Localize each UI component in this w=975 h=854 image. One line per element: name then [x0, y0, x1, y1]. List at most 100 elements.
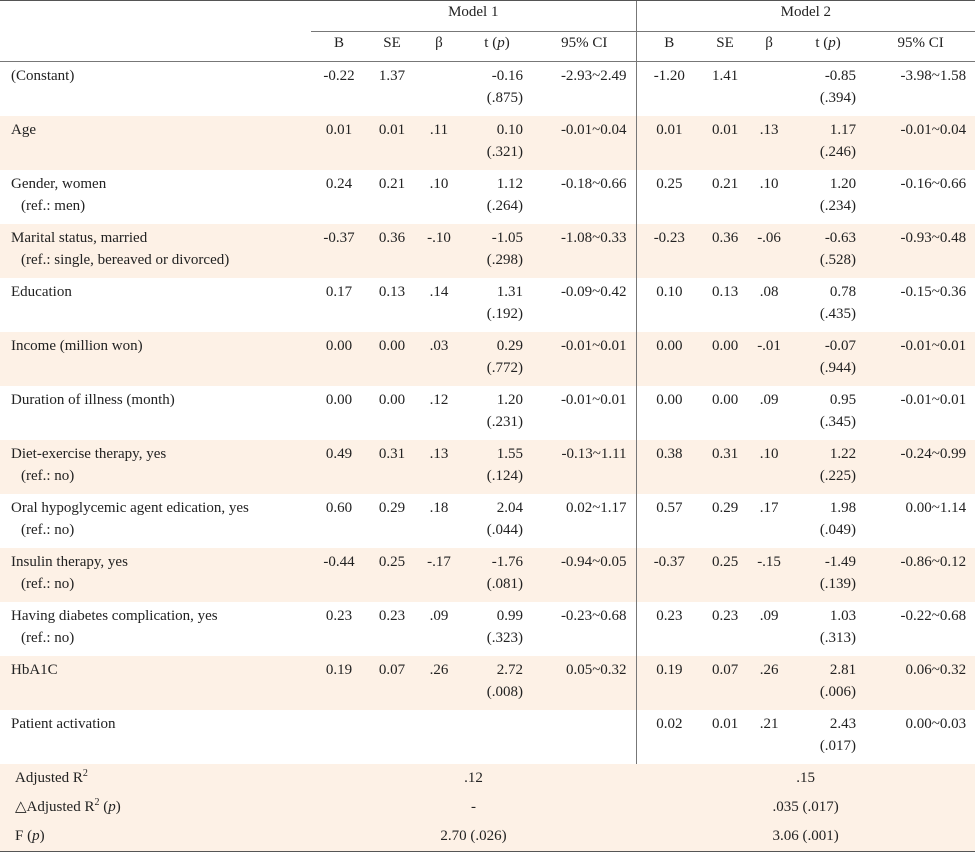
cell-se-m1: 0.31: [367, 439, 417, 494]
t-value: 1.98: [829, 499, 857, 516]
t-value: 2.72: [496, 661, 523, 678]
cell-t-m2: 1.22 (.225): [790, 439, 867, 494]
p-value: (.298): [486, 251, 523, 268]
p-value: (.772): [486, 359, 523, 376]
delta-adjusted-r2-label: △Adjusted R2 (p): [0, 792, 311, 822]
header-blank-2: [0, 31, 311, 62]
cell-beta-m2: -.01: [748, 331, 791, 386]
p-value: (.081): [486, 575, 523, 592]
delta-adjusted-r2-m2: .035 (.017): [636, 792, 975, 822]
cell-ci-m1: -0.01~0.01: [533, 331, 637, 386]
model2-title: Model 2: [635, 0, 975, 32]
table-row: Education 0.17 0.13 .14 1.31 (.192) -0.09~0.42…: [0, 277, 975, 332]
row-label: Insulin therapy, yes (ref.: no): [0, 547, 311, 602]
variable-name: Diet-exercise therapy, yes: [11, 445, 167, 462]
cell-beta-m1: -.17: [417, 547, 461, 602]
reference-note: (ref.: no): [21, 575, 75, 592]
cell-b-m2: -0.37: [635, 547, 703, 602]
cell-t-m2: -0.85 (.394): [790, 62, 866, 116]
t-value: -1.05: [491, 229, 523, 246]
cell-t-m2: -0.07 (.944): [790, 331, 867, 386]
p-value: (.264): [486, 197, 523, 214]
adjusted-r2-label: Adjusted R2: [0, 763, 311, 793]
cell-ci-m2: 0.00~1.14: [905, 499, 967, 516]
col-se-m2: SE: [702, 31, 749, 62]
f-m2: 3.06 (.001): [636, 821, 975, 852]
cell-b-m2: 0.38: [635, 439, 703, 494]
p-value: (.049): [819, 521, 857, 538]
cell-beta-m1: [417, 62, 461, 116]
col-t-m1: t (p): [461, 31, 533, 62]
cell-beta-m2: .17: [759, 499, 779, 516]
table-row: Having diabetes complication, yes (ref.: …: [0, 601, 975, 656]
cell-ci-m2: -0.01~0.01: [866, 331, 975, 386]
p-value: (.313): [819, 629, 857, 646]
cell-beta-m1: .13: [417, 439, 461, 494]
p-value: (.944): [819, 359, 857, 376]
adjusted-r2-m2: .15: [636, 763, 975, 793]
cell-t-m1: 1.55 (.124): [461, 439, 533, 494]
cell-b-m2: 0.19: [635, 655, 703, 710]
cell-se-m2: 0.36: [702, 223, 749, 278]
variable-name: Education: [11, 283, 72, 300]
header-row-models: Model 1 Model 2: [0, 0, 975, 32]
cell-t-m2: 0.78 (.435): [790, 278, 866, 332]
p-value: (.321): [486, 143, 523, 160]
variable-name: Age: [11, 121, 36, 138]
cell-ci-m2: -0.01~0.04: [866, 115, 975, 170]
cell-se-m2: 0.29: [711, 499, 739, 516]
cell-beta-m2: .08: [759, 283, 779, 300]
t-value: 0.99: [496, 607, 523, 624]
cell-ci-m1: -0.23~0.68: [560, 607, 627, 624]
cell-ci-m2: -3.98~1.58: [900, 68, 967, 84]
adjusted-r2-row: Adjusted R2 .12 .15: [0, 763, 975, 793]
col-ci-m1: 95% CI: [533, 31, 637, 62]
cell-beta-m1: .03: [417, 331, 461, 386]
t-value: 1.12: [496, 175, 523, 192]
cell-se-m1: 0.01: [367, 115, 417, 170]
cell-t-m2: 2.81 (.006): [790, 655, 867, 710]
cell-t-m2: 1.98 (.049): [790, 494, 866, 548]
t-value: -0.07: [824, 337, 857, 354]
cell-t-m2: 1.17 (.246): [790, 115, 867, 170]
p-value: (.875): [486, 90, 523, 106]
cell-b-m1: -0.44: [311, 547, 367, 602]
cell-t-m1: -1.05 (.298): [461, 223, 533, 278]
cell-ci-m1: -0.94~0.05: [533, 547, 637, 602]
row-label: Income (million won): [0, 331, 311, 386]
row-label: Having diabetes complication, yes (ref.: …: [0, 602, 311, 656]
t-value: -0.16: [491, 68, 523, 84]
cell-ci-m1: 0.02~1.17: [565, 499, 627, 516]
t-value: 1.31: [496, 283, 523, 300]
variable-name: Oral hypoglycemic agent edication, yes: [11, 499, 249, 516]
cell-b-m1: -0.37: [311, 223, 367, 278]
cell-t-m2: 1.20 (.234): [790, 170, 866, 224]
cell-ci-m2: -0.86~0.12: [866, 547, 975, 602]
cell-beta-m1: .26: [417, 655, 461, 710]
delta-adjusted-r2-m1: -: [311, 792, 637, 822]
cell-ci-m2: -0.15~0.36: [900, 283, 967, 300]
header-blank: [0, 0, 311, 32]
table-row: Patient activation 0.02 0.01 .21 2.43 (.017) 0…: [0, 709, 975, 764]
cell-ci-m2: -0.93~0.48: [866, 223, 975, 278]
p-value: (.435): [819, 305, 857, 322]
cell-t-m2: 0.95 (.345): [790, 386, 866, 440]
cell-se-m1: 0.23: [378, 607, 406, 624]
table-row: Diet-exercise therapy, yes (ref.: no) 0.49…: [0, 439, 975, 494]
t-value: 1.22: [829, 445, 857, 462]
p-value: (.139): [819, 575, 857, 592]
reference-note: (ref.: men): [21, 197, 86, 214]
cell-se-m2: 0.00: [702, 331, 749, 386]
cell-beta-m1: -.10: [417, 223, 461, 278]
row-label: HbA1C: [0, 655, 311, 710]
col-b-m1: B: [311, 31, 367, 62]
cell-beta-m1: .14: [429, 283, 449, 300]
p-value: (.323): [486, 629, 523, 646]
t-value: 2.04: [496, 499, 523, 516]
cell-ci-m2: -0.01~0.01: [900, 391, 967, 408]
col-beta-m1: β: [417, 31, 461, 62]
cell-se-m2: 0.01: [711, 715, 739, 732]
t-value: -1.49: [824, 553, 857, 570]
cell-t-m1: 1.31 (.192): [461, 278, 533, 332]
